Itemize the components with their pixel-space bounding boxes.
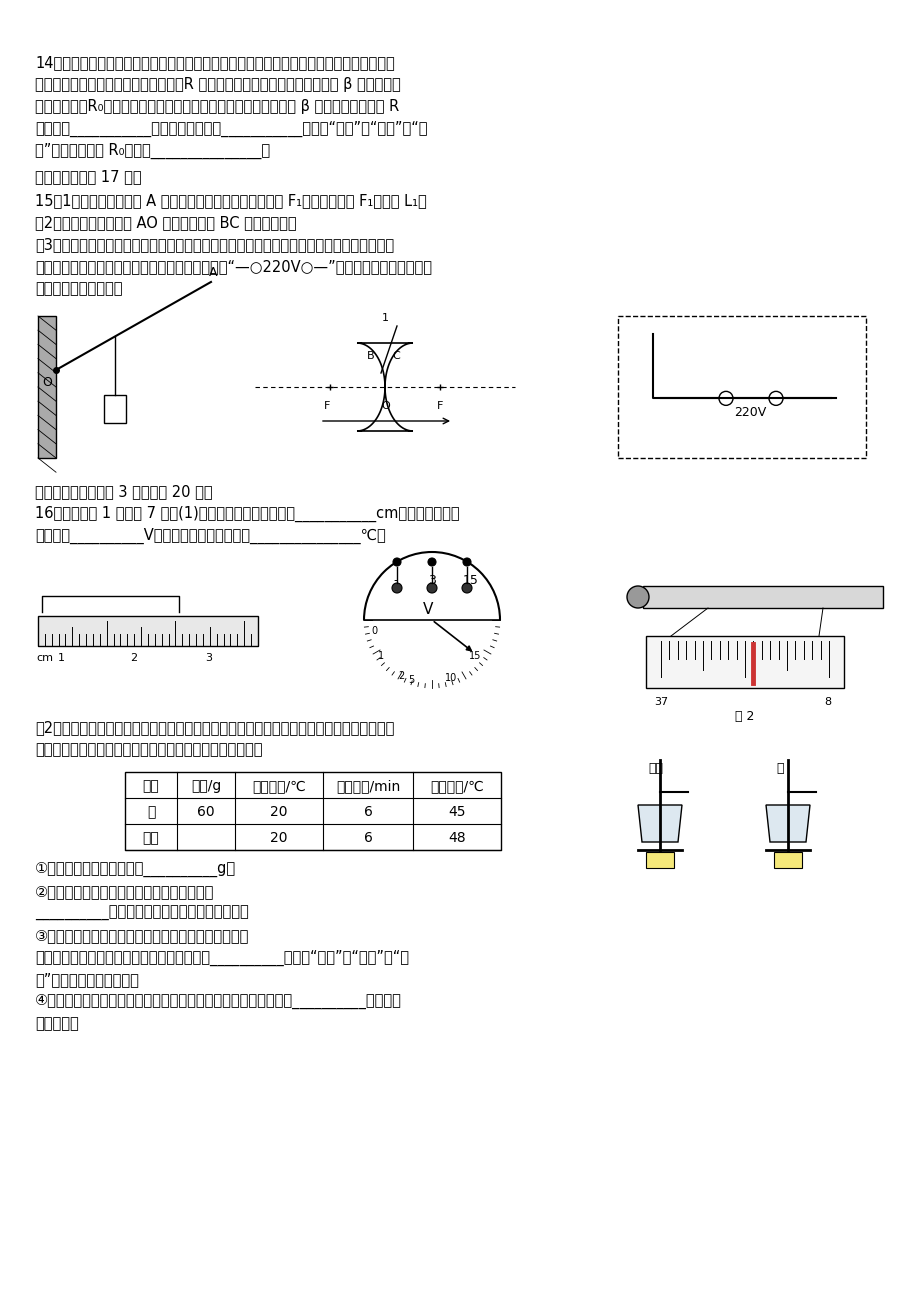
Text: 6: 6 bbox=[363, 831, 372, 845]
Text: （2）请在图中画出光线 AO 的折射光线和 BC 的入射光线。: （2）请在图中画出光线 AO 的折射光线和 BC 的入射光线。 bbox=[35, 215, 296, 230]
Text: 的阻値将___________，电压表的示数将___________（选填“变大”、“变小”或“不: 的阻値将___________，电压表的示数将___________（选填“变大… bbox=[35, 121, 427, 137]
Text: C: C bbox=[391, 352, 400, 361]
Circle shape bbox=[427, 559, 436, 566]
Text: 15（1）如图，请在杠杆 A 处画出把物体拉起时的最小拉力 F₁，并画出拉力 F₁的力臂 L₁。: 15（1）如图，请在杠杆 A 处画出把物体拉起时的最小拉力 F₁，并画出拉力 F… bbox=[35, 193, 426, 208]
Text: -: - bbox=[392, 574, 397, 587]
Text: 60: 60 bbox=[197, 805, 214, 819]
Text: 煎油: 煎油 bbox=[647, 762, 663, 775]
Text: 220V: 220V bbox=[733, 406, 766, 419]
Bar bbox=[645, 635, 843, 687]
Text: O: O bbox=[42, 376, 51, 389]
Circle shape bbox=[391, 583, 402, 592]
Text: 15: 15 bbox=[468, 651, 481, 661]
Polygon shape bbox=[637, 805, 681, 842]
Text: F: F bbox=[323, 401, 330, 411]
Text: 有害尾气排放检测电路，如甲图所示，R 为气敏电阵，其阻值随有害尾气浓度 β 变化的曲线: 有害尾气排放检测电路，如甲图所示，R 为气敏电阵，其阻值随有害尾气浓度 β 变化… bbox=[35, 77, 401, 92]
Bar bbox=[645, 852, 674, 868]
Text: （3）如图中是一般家庭的卫生间都安装照明灯和换气扇。使用时，要求它们各自独立工作。: （3）如图中是一般家庭的卫生间都安装照明灯和换气扇。使用时，要求它们各自独立工作… bbox=[35, 237, 393, 253]
Text: 三、作图题（共 17 分）: 三、作图题（共 17 分） bbox=[35, 169, 142, 184]
Text: 物质: 物质 bbox=[142, 779, 159, 793]
Text: 换气扇用符号Ⓣ表示）: 换气扇用符号Ⓣ表示） bbox=[35, 281, 122, 296]
Text: 如图乙所示，R₀为定値电阵，电源电压恒定不变。当有害尾气浓度 β 增大时，气敏电阵 R: 如图乙所示，R₀为定値电阵，电源电压恒定不变。当有害尾气浓度 β 增大时，气敏电… bbox=[35, 99, 399, 115]
Text: __________来研究水和食用油吸热能力的差异．: __________来研究水和食用油吸热能力的差异． bbox=[35, 906, 248, 921]
Text: 质量/g: 质量/g bbox=[190, 779, 221, 793]
Bar bbox=[125, 772, 501, 850]
Text: 于”）食用油吸收的热量。: 于”）食用油吸收的热量。 bbox=[35, 973, 139, 987]
Text: （2）为了比较水和煎油的吸热能力，小明做了探究实验，如图用温度计测量液体吸收热量后: （2）为了比较水和煎油的吸热能力，小明做了探究实验，如图用温度计测量液体吸收热量… bbox=[35, 720, 394, 736]
Text: A: A bbox=[209, 266, 217, 279]
Text: 20: 20 bbox=[270, 805, 288, 819]
Text: 2: 2 bbox=[397, 671, 403, 681]
Text: 5: 5 bbox=[408, 676, 414, 685]
Text: 1: 1 bbox=[58, 654, 64, 663]
Text: 水: 水 bbox=[775, 762, 783, 775]
Bar bbox=[618, 316, 865, 458]
Text: 按上述要求，在虚线框内画出电路图（电源用符号“—○220V○—”表示，已经画在图中了；: 按上述要求，在虚线框内画出电路图（电源用符号“—○220V○—”表示，已经画在图… bbox=[35, 259, 432, 273]
Text: 37: 37 bbox=[653, 697, 667, 707]
Text: V: V bbox=[423, 602, 433, 617]
Text: 10: 10 bbox=[444, 673, 457, 684]
Text: 1: 1 bbox=[381, 312, 389, 323]
Text: 14、某物理科技小组设计了汽车尾气排放监测电路，如图甲所示某物理科技小组设计了汽车: 14、某物理科技小组设计了汽车尾气排放监测电路，如图甲所示某物理科技小组设计了汽… bbox=[35, 55, 394, 70]
Text: 水: 水 bbox=[147, 805, 155, 819]
Text: 3: 3 bbox=[427, 574, 436, 587]
Text: 量来描述。: 量来描述。 bbox=[35, 1016, 79, 1031]
Text: 8: 8 bbox=[823, 697, 830, 707]
Text: 16、（每空格 1 分，共 7 分）(1)如题图所示物体的长度是___________cm；题图中电压表: 16、（每空格 1 分，共 7 分）(1)如题图所示物体的长度是________… bbox=[35, 506, 460, 522]
Text: 最后温度/℃: 最后温度/℃ bbox=[430, 779, 483, 793]
Text: B: B bbox=[367, 352, 374, 361]
Bar bbox=[773, 852, 801, 868]
Circle shape bbox=[461, 583, 471, 592]
Circle shape bbox=[462, 559, 471, 566]
Circle shape bbox=[627, 586, 648, 608]
Text: 20: 20 bbox=[270, 831, 288, 845]
Text: 3: 3 bbox=[205, 654, 212, 663]
Bar bbox=[38, 616, 257, 646]
Text: cm: cm bbox=[36, 654, 53, 663]
Text: 48: 48 bbox=[448, 831, 465, 845]
Text: ③在此实验中，如果要使水和食用油的最后温度相同，: ③在此实验中，如果要使水和食用油的最后温度相同， bbox=[35, 928, 249, 943]
Text: 1: 1 bbox=[378, 651, 384, 661]
Polygon shape bbox=[766, 805, 809, 842]
Text: F: F bbox=[437, 401, 443, 411]
Text: 变”），定値电阵 R₀作用是_______________。: 变”），定値电阵 R₀作用是_______________。 bbox=[35, 143, 270, 159]
Text: 15: 15 bbox=[462, 574, 479, 587]
Text: 图 2: 图 2 bbox=[734, 710, 754, 723]
Text: 加热时间/min: 加热时间/min bbox=[335, 779, 400, 793]
Text: 煎油: 煎油 bbox=[142, 831, 159, 845]
Bar bbox=[104, 395, 126, 423]
Circle shape bbox=[392, 559, 401, 566]
Text: ①在表格中填上煎油的质量__________g。: ①在表格中填上煎油的质量__________g。 bbox=[35, 862, 236, 878]
Text: 6: 6 bbox=[363, 805, 372, 819]
Bar bbox=[38, 316, 56, 458]
Text: 0: 0 bbox=[370, 626, 377, 635]
Text: 2: 2 bbox=[130, 654, 137, 663]
Text: 升高的温度并用钟表记录加热时间．实验数据记录如下表：: 升高的温度并用钟表记录加热时间．实验数据记录如下表： bbox=[35, 742, 262, 756]
Circle shape bbox=[426, 583, 437, 592]
Text: 45: 45 bbox=[448, 805, 465, 819]
Text: O: O bbox=[380, 401, 390, 411]
Bar bbox=[642, 586, 882, 608]
Text: ④通过实验可以得到不同的物质吸热能力不同，物质的这种特性用__________这个物理: ④通过实验可以得到不同的物质吸热能力不同，物质的这种特性用__________这… bbox=[35, 993, 402, 1009]
Text: 就要给水加热更长的时间，此时水吸收的热量__________（选填“大于”或“小于”或“等: 就要给水加热更长的时间，此时水吸收的热量__________（选填“大于”或“小… bbox=[35, 950, 409, 966]
Text: ②在实验过程中控制加热时间相同，通过比较: ②在实验过程中控制加热时间相同，通过比较 bbox=[35, 884, 214, 898]
Text: 四、实验题（本大题 3 小题，共 20 分）: 四、实验题（本大题 3 小题，共 20 分） bbox=[35, 484, 212, 499]
Text: 初始温度/℃: 初始温度/℃ bbox=[252, 779, 305, 793]
Text: 的示数是__________V；题图中体温计的示数是_______________℃。: 的示数是__________V；题图中体温计的示数是______________… bbox=[35, 529, 385, 544]
